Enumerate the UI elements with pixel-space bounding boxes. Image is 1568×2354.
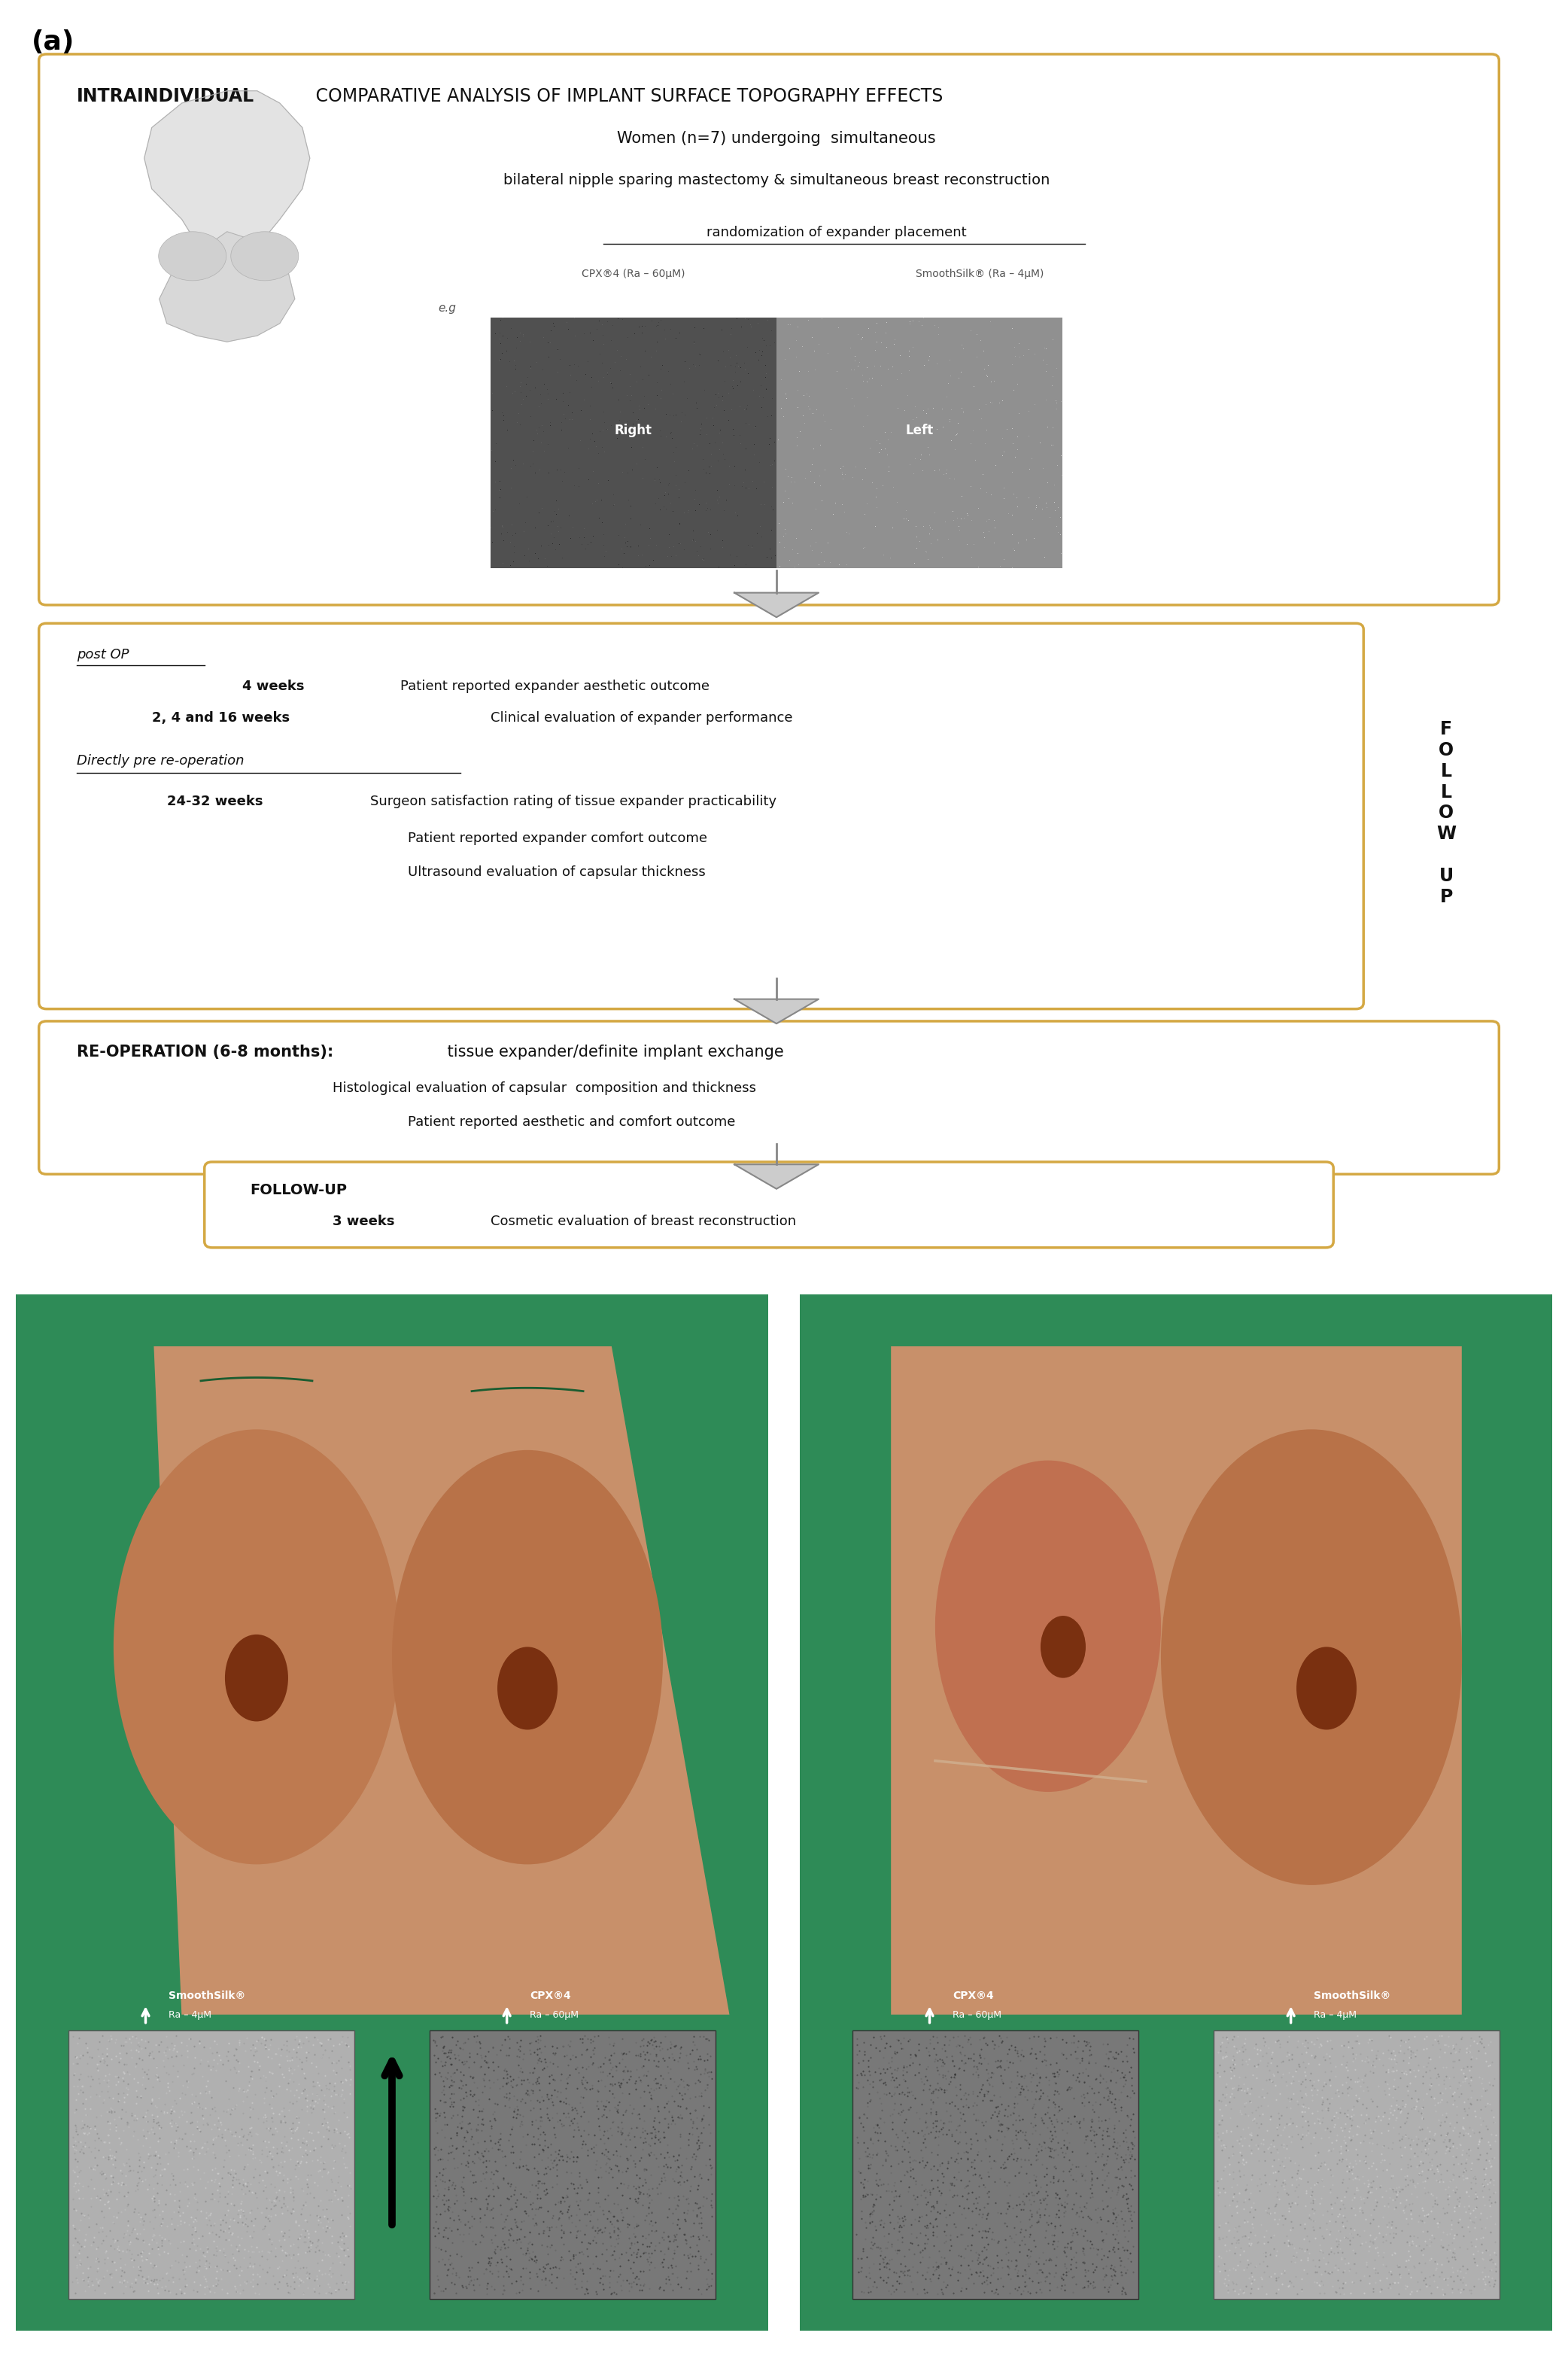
FancyBboxPatch shape xyxy=(39,54,1499,605)
Text: (b): (b) xyxy=(31,1311,75,1335)
Text: Ra – 60μM: Ra – 60μM xyxy=(530,2010,579,2020)
Polygon shape xyxy=(734,998,818,1024)
Polygon shape xyxy=(144,92,310,280)
FancyBboxPatch shape xyxy=(800,1295,1552,2330)
Text: Directly pre re-operation: Directly pre re-operation xyxy=(77,753,245,767)
Text: Clinical evaluation of expander performance: Clinical evaluation of expander performa… xyxy=(491,711,792,725)
FancyBboxPatch shape xyxy=(39,624,1364,1010)
Ellipse shape xyxy=(158,231,226,280)
Text: 24-32 weeks: 24-32 weeks xyxy=(166,796,263,807)
Text: bilateral nipple sparing mastectomy & simultaneous breast reconstruction: bilateral nipple sparing mastectomy & si… xyxy=(503,172,1049,188)
FancyBboxPatch shape xyxy=(776,318,1063,567)
Polygon shape xyxy=(734,593,818,617)
Polygon shape xyxy=(160,231,295,341)
Text: INTRAINDIVIDUAL: INTRAINDIVIDUAL xyxy=(77,87,254,106)
Ellipse shape xyxy=(935,1459,1160,1791)
Text: 2, 4 and 16 weeks: 2, 4 and 16 weeks xyxy=(152,711,290,725)
FancyBboxPatch shape xyxy=(16,2015,768,2330)
Ellipse shape xyxy=(113,1429,400,1864)
Circle shape xyxy=(1041,1615,1085,1678)
FancyBboxPatch shape xyxy=(822,1346,1530,2020)
FancyBboxPatch shape xyxy=(430,2029,715,2300)
Circle shape xyxy=(224,1634,289,1721)
Text: randomization of expander placement: randomization of expander placement xyxy=(707,226,967,240)
Text: 4 weeks: 4 weeks xyxy=(241,680,304,692)
FancyBboxPatch shape xyxy=(16,1295,768,2330)
Text: Cosmetic evaluation of breast reconstruction: Cosmetic evaluation of breast reconstruc… xyxy=(491,1215,797,1229)
FancyBboxPatch shape xyxy=(53,1346,731,2020)
Text: (a): (a) xyxy=(31,31,75,54)
Text: Left: Left xyxy=(905,424,933,438)
Polygon shape xyxy=(1461,1295,1552,2020)
Polygon shape xyxy=(734,1165,818,1189)
Text: Ra – 4μM: Ra – 4μM xyxy=(168,2010,212,2020)
Text: CPX®4: CPX®4 xyxy=(530,1991,571,2001)
FancyBboxPatch shape xyxy=(69,2029,354,2300)
Text: Surgeon satisfaction rating of tissue expander practicability: Surgeon satisfaction rating of tissue ex… xyxy=(370,796,776,807)
Text: Ra – 4μM: Ra – 4μM xyxy=(1314,2010,1356,2020)
Text: Ultrasound evaluation of capsular thickness: Ultrasound evaluation of capsular thickn… xyxy=(408,866,706,880)
Text: CPX®4: CPX®4 xyxy=(952,1991,994,2001)
Text: F
O
L
L
O
W

U
P: F O L L O W U P xyxy=(1436,720,1457,906)
Text: 3 weeks: 3 weeks xyxy=(332,1215,395,1229)
FancyBboxPatch shape xyxy=(39,1022,1499,1175)
Text: Patient reported aesthetic and comfort outcome: Patient reported aesthetic and comfort o… xyxy=(408,1116,735,1130)
Text: tissue expander/definite implant exchange: tissue expander/definite implant exchang… xyxy=(442,1045,784,1059)
Text: RE-OPERATION (6-8 months):: RE-OPERATION (6-8 months): xyxy=(77,1045,334,1059)
Text: Patient reported expander aesthetic outcome: Patient reported expander aesthetic outc… xyxy=(400,680,709,692)
Ellipse shape xyxy=(230,231,298,280)
FancyBboxPatch shape xyxy=(204,1163,1333,1248)
Ellipse shape xyxy=(1160,1429,1461,1886)
Text: CPX®4 (Ra – 60μM): CPX®4 (Ra – 60μM) xyxy=(582,268,685,278)
Text: Histological evaluation of capsular  composition and thickness: Histological evaluation of capsular comp… xyxy=(332,1080,756,1095)
Text: SmoothSilk® (Ra – 4μM): SmoothSilk® (Ra – 4μM) xyxy=(916,268,1044,278)
Polygon shape xyxy=(800,1295,891,2020)
Text: COMPARATIVE ANALYSIS OF IMPLANT SURFACE TOPOGRAPHY EFFECTS: COMPARATIVE ANALYSIS OF IMPLANT SURFACE … xyxy=(310,87,942,106)
Text: Ra – 60μM: Ra – 60μM xyxy=(952,2010,1002,2020)
Text: Patient reported expander comfort outcome: Patient reported expander comfort outcom… xyxy=(408,831,707,845)
Polygon shape xyxy=(16,1295,182,2020)
Text: FOLLOW-UP: FOLLOW-UP xyxy=(249,1182,347,1198)
Text: Right: Right xyxy=(615,424,652,438)
Polygon shape xyxy=(602,1295,768,2020)
Text: SmoothSilk®: SmoothSilk® xyxy=(168,1991,246,2001)
Text: e.g: e.g xyxy=(437,304,456,313)
Text: SmoothSilk®: SmoothSilk® xyxy=(1314,1991,1391,2001)
FancyBboxPatch shape xyxy=(800,2015,1552,2330)
Circle shape xyxy=(497,1648,558,1730)
Text: post OP: post OP xyxy=(77,647,129,661)
FancyBboxPatch shape xyxy=(853,2029,1138,2300)
Text: Women (n=7) undergoing  simultaneous: Women (n=7) undergoing simultaneous xyxy=(618,132,936,146)
Text: (c): (c) xyxy=(815,1311,856,1335)
Ellipse shape xyxy=(392,1450,663,1864)
FancyBboxPatch shape xyxy=(491,318,776,567)
Circle shape xyxy=(1297,1648,1356,1730)
FancyBboxPatch shape xyxy=(1214,2029,1499,2300)
